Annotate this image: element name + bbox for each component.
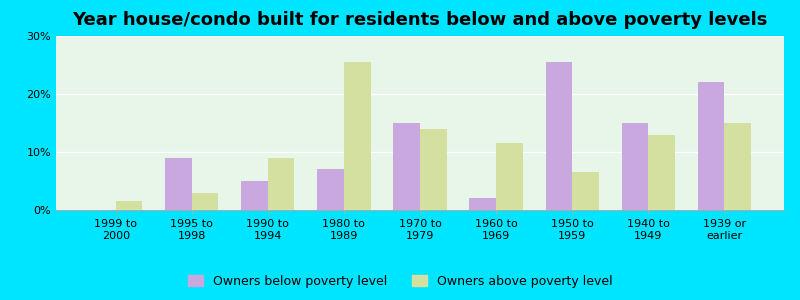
Title: Year house/condo built for residents below and above poverty levels: Year house/condo built for residents bel… (72, 11, 768, 29)
Legend: Owners below poverty level, Owners above poverty level: Owners below poverty level, Owners above… (187, 275, 613, 288)
Bar (268, 158, 294, 210)
Bar (496, 143, 522, 210)
Bar (698, 82, 724, 210)
Bar (622, 123, 648, 210)
Bar (470, 198, 496, 210)
Bar (192, 193, 218, 210)
Bar (116, 201, 142, 210)
Bar (724, 123, 751, 210)
Bar (546, 62, 572, 210)
Bar (420, 129, 446, 210)
Bar (572, 172, 598, 210)
Bar (242, 181, 268, 210)
Bar (394, 123, 420, 210)
Bar (318, 169, 344, 210)
Bar (165, 158, 192, 210)
Bar (648, 135, 675, 210)
Bar (344, 62, 370, 210)
